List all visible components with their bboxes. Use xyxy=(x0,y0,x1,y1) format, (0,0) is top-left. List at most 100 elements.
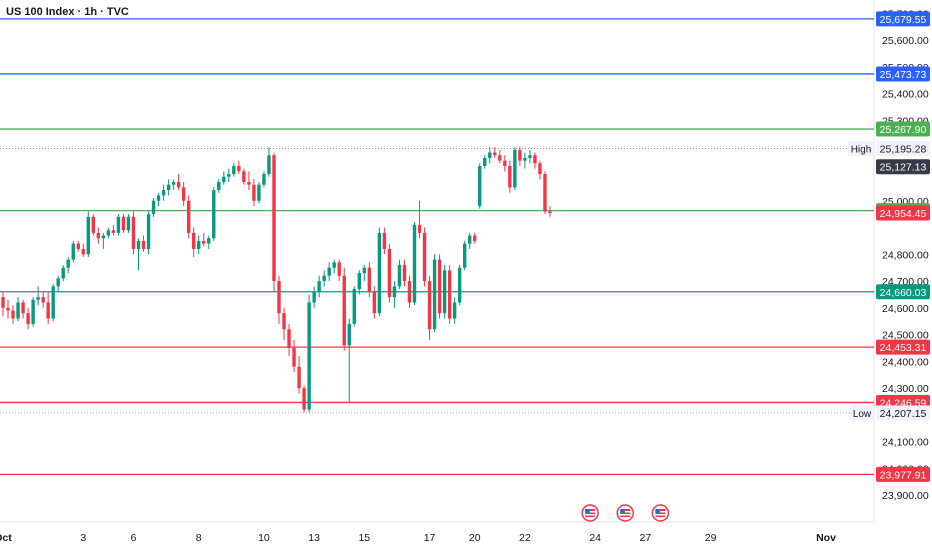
x-tick-label: Oct xyxy=(0,532,12,544)
us-flag-icon-stripe xyxy=(585,514,596,516)
x-tick-label: 15 xyxy=(358,532,370,544)
candle-body xyxy=(237,165,241,172)
candle-body xyxy=(176,182,181,188)
y-tick-label: 24,400.00 xyxy=(882,356,929,368)
candle-body xyxy=(412,224,417,303)
y-tick-label: 24,500.00 xyxy=(882,330,929,342)
candle-body xyxy=(31,299,35,324)
us-flag-icon-stripe xyxy=(585,511,596,513)
candle-body xyxy=(322,275,326,282)
x-tick-label: Nov xyxy=(816,532,836,544)
candle-body xyxy=(81,248,85,255)
x-tick-label: 17 xyxy=(424,532,436,544)
level-price-label-bg xyxy=(876,284,930,300)
us-flag-icon-stripe xyxy=(655,511,666,513)
us-flag-icon-stripes xyxy=(655,509,666,517)
high-tag-bg xyxy=(848,140,874,156)
us-flag-icon-stripe xyxy=(620,511,631,513)
marker-price-label: 24,954.45 xyxy=(880,208,927,220)
candle-body xyxy=(528,155,532,158)
candle-body xyxy=(146,214,151,249)
candle-body xyxy=(442,270,447,314)
candle-body xyxy=(161,190,166,196)
level-price-label: 25,267.90 xyxy=(880,124,927,136)
candle-body xyxy=(126,216,131,231)
us-flag-icon-stripe xyxy=(620,514,631,516)
candle-body xyxy=(116,216,121,233)
level-price-label-bg xyxy=(876,466,930,482)
candle-body xyxy=(111,230,116,233)
candle-body xyxy=(217,182,221,191)
candle-body xyxy=(402,265,407,282)
candle-body xyxy=(473,235,477,241)
candle-body xyxy=(207,238,211,244)
candle-body xyxy=(247,182,251,185)
level-price-label: 24,453.31 xyxy=(880,342,927,354)
level-price-label-bg xyxy=(876,339,930,355)
candle-body xyxy=(312,291,316,303)
candle-body xyxy=(422,232,427,282)
x-tick-label: 27 xyxy=(639,532,651,544)
high-tag: High xyxy=(851,144,872,155)
x-tick-label: 10 xyxy=(258,532,270,544)
candle-body xyxy=(262,174,266,185)
candle-body xyxy=(141,240,146,249)
x-tick-label: 8 xyxy=(196,532,202,544)
candle-body xyxy=(377,232,382,314)
candle-body xyxy=(548,211,552,214)
us-flag-icon-canton xyxy=(655,509,660,513)
candle-body xyxy=(46,302,50,319)
candle-body xyxy=(302,388,306,410)
candle-body xyxy=(242,171,246,183)
y-tick-label: 25,400.00 xyxy=(882,89,929,101)
candle-body xyxy=(417,224,422,233)
candle-body xyxy=(1,297,5,308)
level-price-label-bg xyxy=(876,121,930,137)
candle-body xyxy=(347,323,351,346)
candle-body xyxy=(51,286,55,319)
low-tag: Low xyxy=(853,409,872,420)
candle-body xyxy=(21,302,25,314)
x-tick-label: 24 xyxy=(589,532,601,544)
candle-body xyxy=(327,267,331,276)
candle-body xyxy=(462,243,467,268)
candle-body xyxy=(71,243,75,260)
marker-price-label: 25,127.13 xyxy=(880,162,927,174)
candle-body xyxy=(337,262,341,276)
candle-body xyxy=(252,184,256,201)
low-value: 24,207.15 xyxy=(880,408,927,420)
candle-body xyxy=(297,366,301,389)
candle-body xyxy=(232,165,236,174)
candle-body xyxy=(181,187,186,201)
candle-body xyxy=(212,190,216,239)
candle-body xyxy=(11,310,15,319)
candle-body xyxy=(452,302,457,319)
candle-body xyxy=(66,259,70,268)
level-price-label-bg xyxy=(876,11,930,27)
candle-body xyxy=(387,248,392,298)
low-value-bg xyxy=(876,405,930,421)
candle-body xyxy=(538,163,542,174)
candle-body xyxy=(272,155,276,282)
us-flag-icon-canton xyxy=(620,509,625,513)
y-tick-label: 23,900.00 xyxy=(882,490,929,502)
candle-body xyxy=(488,152,492,158)
candle-body xyxy=(493,152,497,156)
candle-body xyxy=(317,281,321,292)
candle-body xyxy=(56,278,60,287)
candle-body xyxy=(222,176,226,183)
candle-body xyxy=(6,307,10,311)
candle-body xyxy=(518,149,522,161)
candle-body xyxy=(151,200,156,215)
candle-body xyxy=(186,200,191,233)
candle-body xyxy=(136,240,141,249)
candle-body xyxy=(352,289,356,324)
candle-body xyxy=(307,302,311,410)
candle-body xyxy=(427,281,432,330)
candle-body xyxy=(61,267,65,279)
candle-body xyxy=(407,281,412,303)
candle-body xyxy=(292,348,296,367)
y-tick-label: 24,600.00 xyxy=(882,303,929,315)
candle-body xyxy=(191,232,196,249)
